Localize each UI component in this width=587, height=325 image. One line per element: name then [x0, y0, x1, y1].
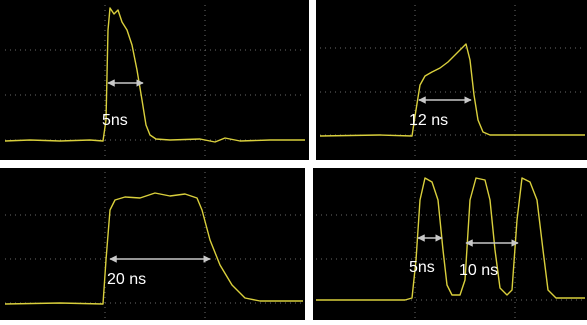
- scope-panel: [0, 0, 309, 160]
- scope-panel: [0, 168, 305, 320]
- pulse-label: 5ns: [102, 112, 128, 129]
- page: 5ns 12 ns 20 ns 5ns 10 ns (() => { const…: [0, 0, 587, 325]
- pulse-label: 10 ns: [459, 262, 498, 279]
- figure: 5ns 12 ns 20 ns 5ns 10 ns: [0, 0, 587, 325]
- scope-panel: [313, 168, 587, 320]
- pulse-label: 5ns: [409, 259, 435, 276]
- pulse-label: 20 ns: [107, 271, 146, 288]
- pulse-label: 12 ns: [409, 112, 448, 129]
